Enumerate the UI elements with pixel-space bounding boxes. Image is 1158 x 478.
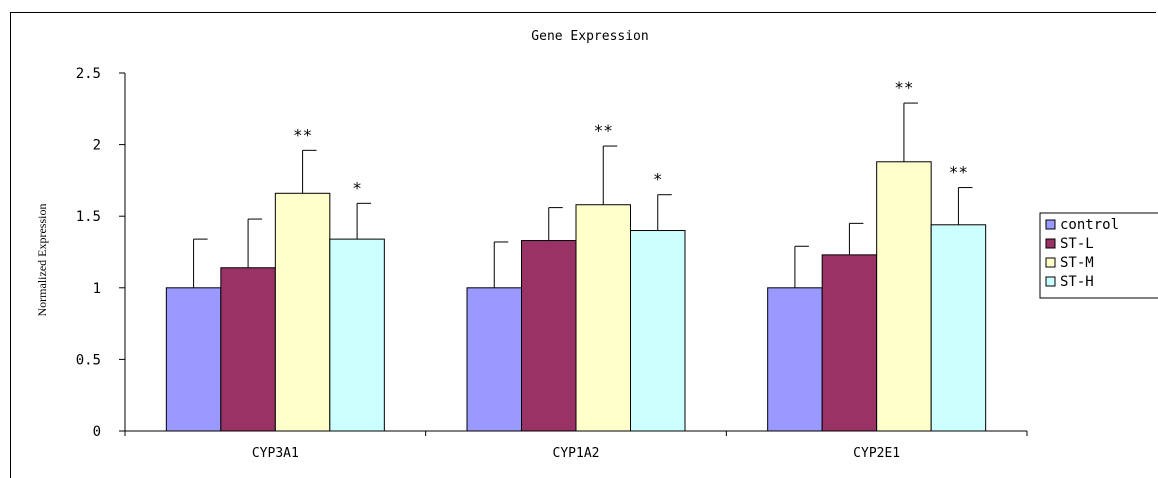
legend-swatch — [1046, 258, 1055, 267]
y-axis-label: Normalized Expression — [35, 204, 49, 317]
bar — [822, 255, 877, 431]
legend-label: ST-H — [1060, 274, 1094, 290]
bar — [631, 231, 686, 431]
x-tick-label: CYP2E1 — [853, 446, 900, 461]
bar — [877, 162, 932, 431]
bars: ********** — [166, 78, 985, 431]
legend-label: ST-M — [1060, 255, 1094, 271]
legend-label: ST-L — [1060, 236, 1094, 252]
legend-swatch — [1046, 239, 1055, 248]
bar — [330, 239, 385, 431]
y-tick-label: 2 — [93, 138, 101, 154]
significance-label: ** — [949, 163, 968, 182]
significance-label: * — [352, 178, 362, 197]
bar — [931, 225, 986, 431]
y-tick-label: 1 — [93, 281, 101, 297]
legend-swatch — [1046, 277, 1055, 286]
significance-label: ** — [894, 78, 913, 97]
x-tick-label: CYP3A1 — [252, 446, 299, 461]
y-tick-label: 2.5 — [76, 66, 101, 82]
legend-label: control — [1060, 217, 1119, 233]
bar — [467, 288, 522, 431]
significance-label: ** — [594, 121, 613, 140]
y-tick-label: 0 — [93, 424, 101, 440]
y-tick-label: 0.5 — [76, 352, 101, 368]
significance-label: * — [653, 170, 663, 189]
bar — [768, 288, 823, 431]
bar — [522, 241, 577, 431]
bar — [166, 288, 221, 431]
bar — [576, 205, 631, 431]
bar — [275, 193, 330, 431]
legend-swatch — [1046, 220, 1055, 229]
significance-label: ** — [293, 125, 312, 144]
legend: control ST-L ST-M ST-H — [1040, 213, 1158, 298]
chart-title: Gene Expression — [531, 29, 648, 44]
y-tick-label: 1.5 — [76, 209, 101, 225]
bar — [221, 268, 275, 431]
x-tick-label: CYP1A2 — [553, 446, 600, 461]
